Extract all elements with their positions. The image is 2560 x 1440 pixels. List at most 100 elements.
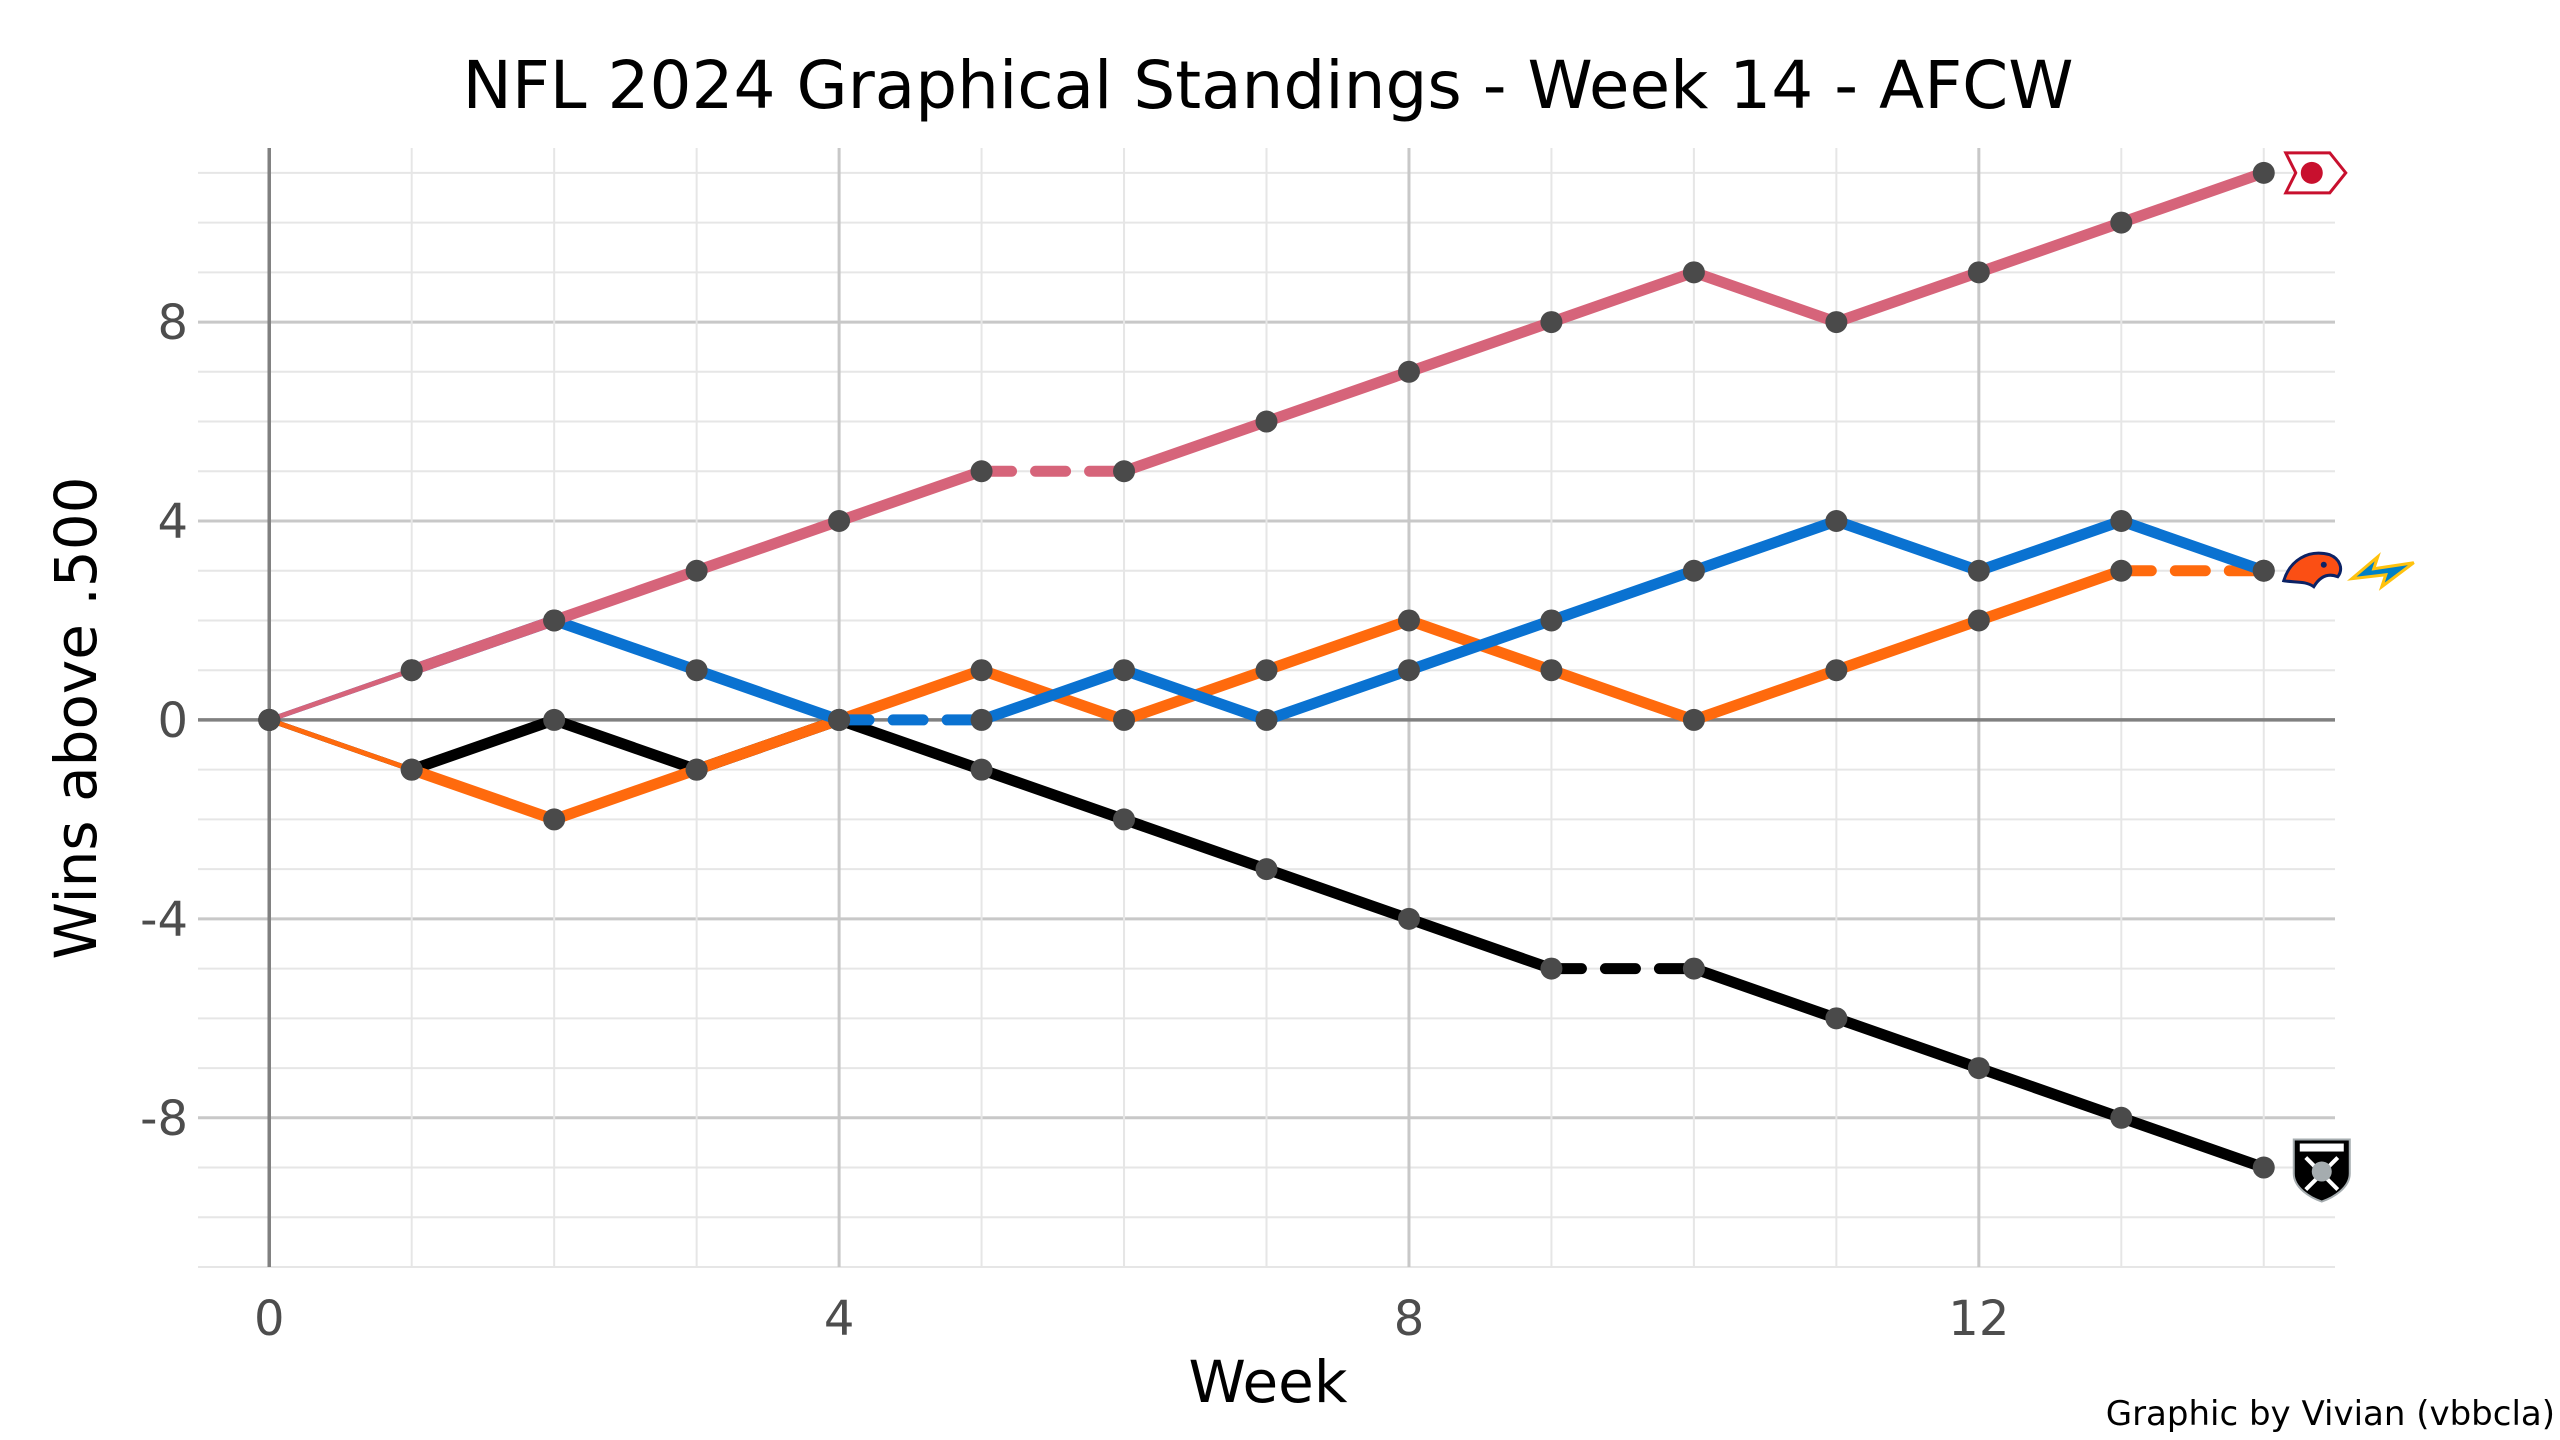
series-segment: [833, 664, 988, 726]
series-line-kc: [266, 167, 2270, 723]
y-tick-label: -4: [140, 892, 188, 948]
series-segment: [1261, 614, 1415, 676]
series-segment: [266, 717, 415, 773]
data-point-den: [1825, 659, 1848, 682]
data-point-den: [970, 659, 993, 682]
data-point-lac: [1397, 659, 1420, 682]
series-segment: [833, 714, 988, 776]
data-point-lac: [1825, 510, 1848, 532]
series-lines: [266, 167, 2270, 1174]
series-segment: [406, 764, 560, 825]
series-segment: [1261, 366, 1415, 428]
data-point-lv: [2110, 1106, 2133, 1129]
y-tick-label: 8: [157, 295, 188, 351]
raiders-helmet-shape: [2311, 1161, 2332, 1182]
series-segment: [1688, 664, 1842, 726]
data-point-lv: [1540, 957, 1563, 980]
data-point-lv: [1113, 808, 1136, 831]
data-point-lv: [1825, 1007, 1848, 1030]
series-segment: [1403, 316, 1557, 378]
series-segment: [548, 764, 703, 825]
series-segment: [1118, 813, 1272, 875]
data-point-kc: [2110, 211, 2133, 234]
broncos-logo: [2281, 551, 2343, 589]
data-point-lv: [258, 708, 281, 731]
data-point-lv: [543, 708, 566, 731]
data-point-den: [1113, 708, 1136, 731]
data-point-den: [2110, 559, 2133, 582]
series-segment: [1830, 614, 1985, 676]
data-point-kc: [1682, 261, 1705, 284]
series-segment: [976, 764, 1130, 825]
series-segment: [1830, 515, 1985, 577]
data-point-lv: [1397, 907, 1420, 930]
data-point-kc: [1967, 261, 1990, 284]
data-point-kc: [1113, 460, 1136, 483]
data-point-den: [1967, 609, 1990, 632]
x-axis-ticks: 0 4 8 12: [254, 1291, 2009, 1347]
series-segment: [1118, 664, 1272, 726]
x-axis-title: Week: [1189, 1348, 1348, 1416]
data-point-lac: [1113, 659, 1136, 682]
series-segment: [406, 714, 560, 776]
series-segment: [1545, 565, 1700, 626]
series-segment: [2115, 1112, 2270, 1174]
series-segment: [1403, 913, 1557, 975]
y-tick-label: 0: [157, 693, 188, 749]
series-segment: [1973, 1062, 2127, 1124]
series-segment: [691, 664, 845, 726]
series-segment: [1973, 565, 2127, 626]
chargers-logo: [2346, 552, 2415, 591]
series-segment: [2115, 167, 2270, 229]
data-point-lv: [2252, 1156, 2275, 1179]
data-point-den: [1255, 659, 1278, 682]
data-point-lv: [400, 758, 423, 781]
team-logos: [2281, 151, 2415, 1203]
chargers-bolt-shape: [2346, 552, 2415, 591]
series-segment: [266, 667, 415, 723]
x-tick-label: 8: [1394, 1291, 1425, 1347]
broncos-eye-shape: [2320, 561, 2327, 568]
x-tick-label: 0: [254, 1291, 285, 1347]
series-segment: [1261, 664, 1415, 726]
data-point-lac: [685, 659, 708, 682]
data-point-lac: [1682, 559, 1705, 582]
data-point-lac: [2110, 510, 2133, 532]
chiefs-emblem-shape: [2300, 161, 2323, 184]
series-segment: [2115, 515, 2270, 577]
x-tick-label: 4: [824, 1291, 855, 1347]
chiefs-logo: [2283, 151, 2348, 195]
data-point-kc: [1825, 311, 1848, 334]
y-tick-label: -8: [140, 1091, 188, 1147]
x-tick-label: 12: [1948, 1291, 2009, 1347]
data-point-lac: [543, 609, 566, 632]
series-segment: [1261, 863, 1415, 925]
series-segment: [1403, 614, 1557, 676]
data-point-den: [1540, 659, 1563, 682]
series-points: [258, 161, 2275, 1179]
raiders-banner-shape: [2299, 1143, 2344, 1152]
series-segment: [691, 515, 845, 577]
series-segment: [1118, 416, 1272, 477]
data-point-lv: [1682, 957, 1705, 980]
series-segment: [1688, 266, 1842, 328]
series-segment: [548, 714, 703, 776]
series-segment: [976, 664, 1130, 726]
data-point-lac: [1255, 708, 1278, 731]
data-point-kc: [2252, 161, 2275, 184]
series-segment: [1688, 963, 1842, 1024]
data-point-kc: [970, 460, 993, 483]
y-tick-label: 4: [157, 494, 188, 550]
series-line-lac: [266, 515, 2270, 726]
data-point-den: [1397, 609, 1420, 632]
data-point-lv: [970, 758, 993, 781]
data-point-lv: [1255, 858, 1278, 881]
series-segment: [548, 614, 703, 676]
data-point-lv: [1967, 1057, 1990, 1080]
series-segment: [1545, 266, 1700, 328]
data-point-lac: [1967, 559, 1990, 582]
data-point-kc: [828, 510, 851, 532]
broncos-head-shape: [2281, 551, 2343, 589]
series-segment: [1545, 664, 1700, 726]
